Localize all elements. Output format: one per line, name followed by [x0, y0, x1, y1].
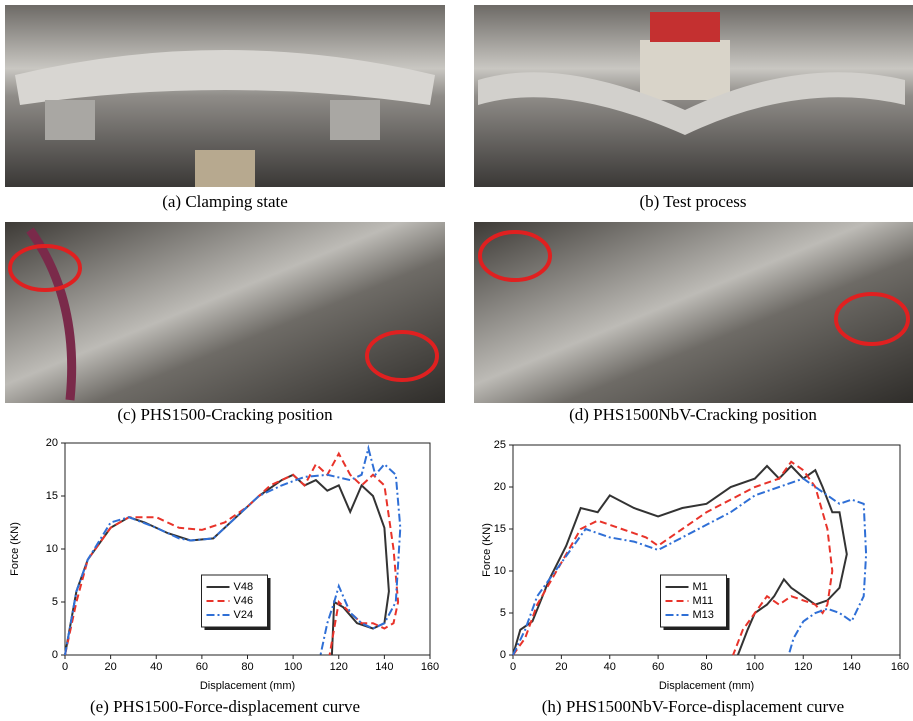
- x-tick-label: 0: [62, 661, 68, 673]
- y-tick-label: 10: [46, 543, 58, 555]
- y-tick-label: 25: [494, 439, 506, 451]
- x-tick-label: 0: [510, 661, 516, 673]
- photo-b: [474, 5, 913, 187]
- y-tick-label: 5: [500, 607, 506, 619]
- x-tick-label: 40: [604, 661, 616, 673]
- x-tick-label: 140: [842, 661, 860, 673]
- legend-label: V46: [234, 595, 254, 607]
- y-tick-label: 20: [46, 437, 58, 449]
- data-line: [512, 464, 848, 656]
- x-tick-label: 80: [241, 661, 253, 673]
- x-tick-label: 60: [196, 661, 208, 673]
- caption: (d) PHS1500NbV-Cracking position: [569, 405, 817, 424]
- y-tick-label: 10: [494, 565, 506, 577]
- legend-label: M1: [693, 581, 708, 593]
- x-axis-label: Displacement (mm): [200, 680, 295, 692]
- caption: (b) Test process: [639, 192, 746, 211]
- y-tick-label: 15: [494, 523, 506, 535]
- x-tick-label: 140: [375, 661, 393, 673]
- x-tick-label: 100: [746, 661, 764, 673]
- photo-d: [474, 222, 913, 403]
- data-line: [512, 477, 868, 656]
- x-axis-label: Displacement (mm): [659, 680, 754, 692]
- caption: (e) PHS1500-Force-displacement curve: [90, 697, 360, 716]
- x-tick-label: 160: [891, 661, 909, 673]
- y-tick-label: 20: [494, 481, 506, 493]
- legend-label: V24: [234, 609, 254, 621]
- y-tick-label: 0: [500, 649, 506, 661]
- data-line: [512, 460, 834, 656]
- x-tick-label: 40: [150, 661, 162, 673]
- y-tick-label: 15: [46, 490, 58, 502]
- photo-c: [5, 222, 445, 403]
- y-axis-label: Force (KN): [9, 522, 21, 576]
- photo-a: [5, 5, 445, 187]
- y-tick-label: 0: [52, 649, 58, 661]
- x-tick-label: 100: [284, 661, 302, 673]
- x-tick-label: 160: [421, 661, 439, 673]
- x-tick-label: 20: [105, 661, 117, 673]
- x-tick-label: 120: [794, 661, 812, 673]
- x-tick-label: 120: [330, 661, 348, 673]
- legend-label: M13: [693, 609, 714, 621]
- y-axis-label: Force (KN): [481, 523, 493, 577]
- x-tick-label: 80: [700, 661, 712, 673]
- y-tick-label: 5: [52, 596, 58, 608]
- x-tick-label: 20: [555, 661, 567, 673]
- caption: (a) Clamping state: [162, 192, 288, 211]
- legend-box: [201, 574, 268, 628]
- caption: (c) PHS1500-Cracking position: [117, 405, 333, 424]
- data-line: [64, 444, 402, 656]
- legend-label: M11: [693, 595, 714, 607]
- legend-label: V48: [234, 581, 254, 593]
- caption: (h) PHS1500NbV-Force-displacement curve: [542, 697, 844, 716]
- x-tick-label: 60: [652, 661, 664, 673]
